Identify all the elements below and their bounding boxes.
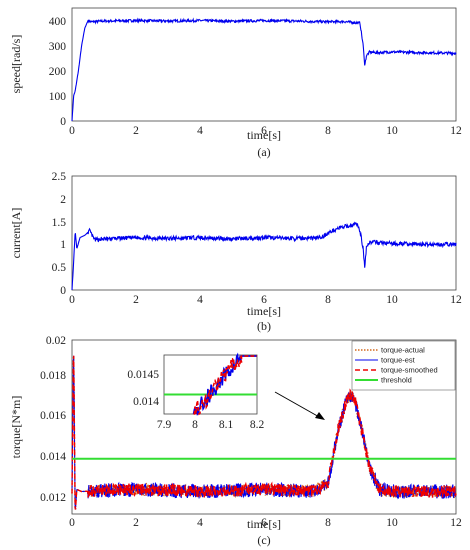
panel-b-xtick-0: 0 bbox=[69, 294, 75, 306]
panel-b-ylabel: current[A] bbox=[9, 208, 23, 259]
panel-c-ylabel: torque[N*m] bbox=[9, 396, 23, 459]
panel-c-xtick-4: 8 bbox=[325, 517, 331, 529]
panel-b-xtick-3: 6 bbox=[261, 294, 267, 306]
inset-plot-area bbox=[163, 354, 258, 415]
inset-xtick-3: 8.2 bbox=[250, 419, 265, 431]
panel-a-ytick-2: 200 bbox=[49, 66, 67, 78]
inset-torque-smoothed-line bbox=[193, 355, 257, 416]
panel-b-caption: (b) bbox=[257, 319, 271, 333]
panel-b-xtick-1: 2 bbox=[133, 294, 139, 306]
panel-a-ytick-1: 100 bbox=[49, 91, 67, 103]
panel-b-current-line bbox=[71, 221, 457, 291]
panel-c-ytick-0: 0.012 bbox=[40, 492, 66, 504]
inset-ytick-1: 0.014 bbox=[133, 396, 159, 408]
inset-xtick-2: 8.1 bbox=[219, 419, 234, 431]
panel-b-xlabel: time[s] bbox=[247, 304, 281, 318]
panel-b-xtick-4: 8 bbox=[325, 294, 331, 306]
inset-xtick-0: 7.9 bbox=[157, 419, 172, 431]
panel-c-torque-smoothed-line bbox=[71, 355, 457, 510]
panel-c-xtick-6: 12 bbox=[450, 517, 462, 529]
panel-a: speed[rad/s] time[s] (a) 0 100 200 300 4… bbox=[9, 7, 462, 159]
panel-b-ytick-3: 1.5 bbox=[52, 217, 67, 229]
panel-a-speed-line bbox=[71, 17, 457, 122]
panel-a-xtick-3: 6 bbox=[261, 125, 267, 137]
panel-a-caption: (a) bbox=[257, 145, 270, 159]
panel-c-ytick-3: 0.018 bbox=[40, 370, 66, 382]
panel-a-xtick-4: 8 bbox=[325, 125, 331, 137]
panel-b-ytick-2: 1 bbox=[60, 239, 66, 251]
panel-b-ytick-5: 2.5 bbox=[52, 171, 67, 183]
panel-a-xlabel: time[s] bbox=[247, 128, 281, 142]
panel-a-ylabel: speed[rad/s] bbox=[9, 35, 23, 94]
panel-b-ytick-1: 0.5 bbox=[52, 262, 67, 274]
panel-a-xtick-2: 4 bbox=[197, 125, 203, 137]
panel-c-xlabel: time[s] bbox=[247, 517, 281, 531]
panel-c: torque[N*m] time[s] (c) 0.012 0.014 0.01… bbox=[9, 335, 462, 547]
panel-c-inset: 0.0145 0.014 7.9 8 8.1 8.2 bbox=[127, 352, 265, 431]
panel-b-xtick-6: 12 bbox=[450, 294, 462, 306]
legend-label-torque-smoothed: torque-smoothed bbox=[381, 366, 438, 375]
inset-xtick-1: 8 bbox=[192, 419, 198, 431]
legend-label-torque-est: torque-est bbox=[381, 356, 416, 365]
panel-c-ytick-1: 0.014 bbox=[40, 451, 66, 463]
panel-c-xtick-1: 2 bbox=[133, 517, 139, 529]
panel-b-xtick-5: 10 bbox=[386, 294, 398, 306]
panel-a-xtick-0: 0 bbox=[69, 125, 75, 137]
panel-b-ytick-4: 2 bbox=[60, 194, 66, 206]
panel-a-xtick-5: 10 bbox=[386, 125, 398, 137]
panel-a-ytick-3: 300 bbox=[49, 41, 67, 53]
panel-b-plot-area bbox=[71, 175, 457, 291]
inset-ytick-0: 0.0145 bbox=[127, 369, 159, 381]
panel-a-plot-area bbox=[71, 7, 457, 122]
panel-c-ytick-4: 0.02 bbox=[46, 335, 66, 347]
panel-b-ytick-0: 0 bbox=[60, 285, 66, 297]
panel-c-xtick-0: 0 bbox=[69, 517, 75, 529]
panel-c-xtick-3: 6 bbox=[261, 517, 267, 529]
legend-label-threshold: threshold bbox=[381, 376, 412, 385]
legend-label-torque-actual: torque-actual bbox=[381, 346, 425, 355]
zoom-arrow bbox=[274, 391, 325, 420]
panel-c-xtick-2: 4 bbox=[197, 517, 203, 529]
panel-c-xtick-5: 10 bbox=[386, 517, 398, 529]
panel-a-ytick-4: 400 bbox=[49, 16, 67, 28]
panel-c-caption: (c) bbox=[257, 533, 270, 547]
legend-box bbox=[351, 340, 456, 391]
panel-c-legend: torque-actual torque-est torque-smoothed… bbox=[351, 340, 456, 391]
panel-b-xtick-2: 4 bbox=[197, 294, 203, 306]
panel-a-xtick-6: 12 bbox=[450, 125, 462, 137]
panel-a-ytick-0: 0 bbox=[60, 116, 66, 128]
panel-b: current[A] time[s] (b) 0 0.5 1 1.5 2 2.5… bbox=[9, 171, 462, 333]
panel-c-ytick-2: 0.016 bbox=[40, 410, 66, 422]
panel-a-xtick-1: 2 bbox=[133, 125, 139, 137]
